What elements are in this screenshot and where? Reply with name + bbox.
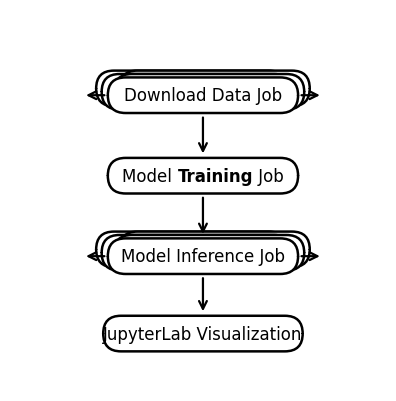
FancyBboxPatch shape <box>120 71 310 107</box>
FancyBboxPatch shape <box>108 158 298 194</box>
FancyBboxPatch shape <box>120 232 310 267</box>
FancyBboxPatch shape <box>96 71 286 107</box>
FancyBboxPatch shape <box>103 316 303 352</box>
Text: Job: Job <box>253 167 284 185</box>
FancyBboxPatch shape <box>108 239 298 274</box>
FancyBboxPatch shape <box>114 235 304 271</box>
FancyBboxPatch shape <box>102 235 292 271</box>
Text: JupyterLab Visualization: JupyterLab Visualization <box>103 325 303 343</box>
FancyBboxPatch shape <box>96 232 286 267</box>
FancyBboxPatch shape <box>102 75 292 110</box>
Text: Model: Model <box>122 167 177 185</box>
FancyBboxPatch shape <box>114 75 304 110</box>
Text: Download Data Job: Download Data Job <box>124 87 282 105</box>
FancyBboxPatch shape <box>108 78 298 114</box>
Text: Model Inference Job: Model Inference Job <box>121 247 285 265</box>
Text: Training: Training <box>177 167 253 185</box>
